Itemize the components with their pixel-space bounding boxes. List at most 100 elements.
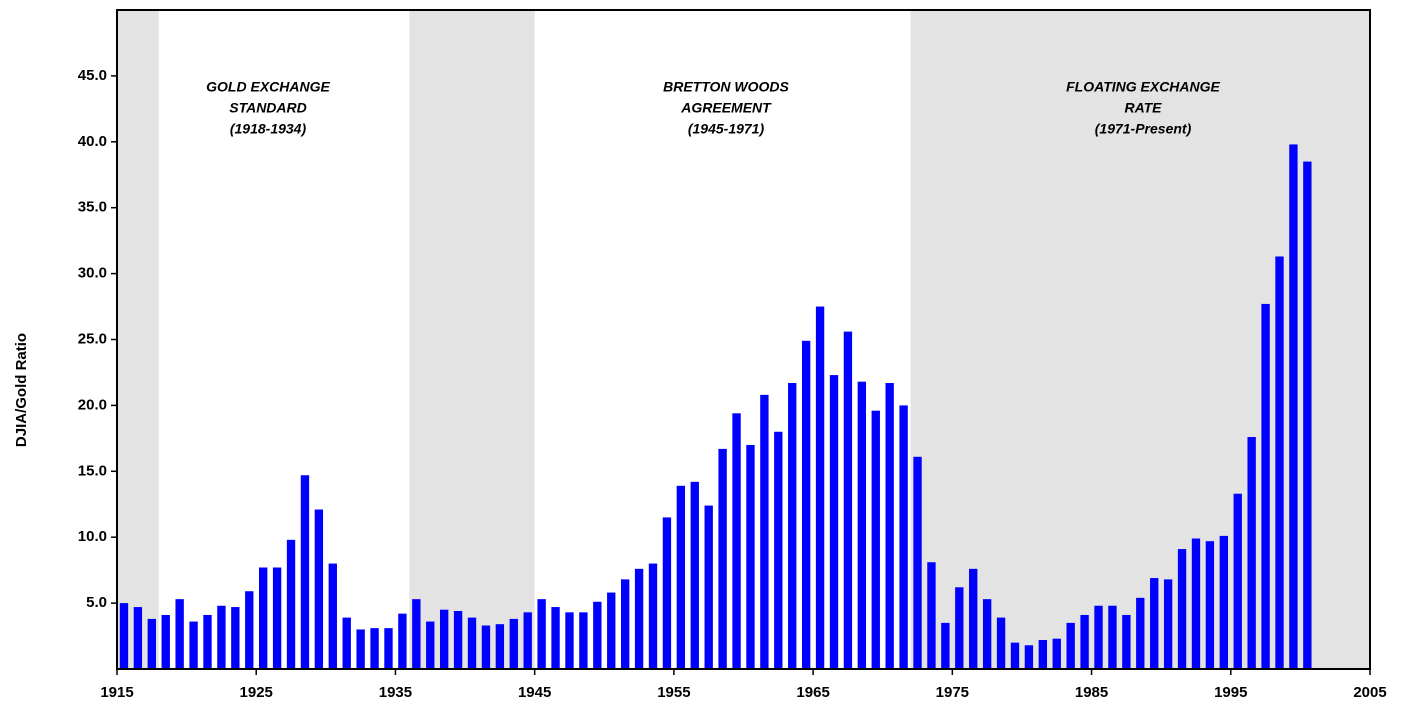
bar [955, 587, 964, 669]
bar [217, 605, 226, 669]
bar [969, 568, 978, 669]
bar [328, 563, 337, 669]
annotation: GOLD EXCHANGE [206, 79, 330, 95]
bar [774, 431, 783, 669]
bar [1066, 622, 1075, 669]
bar [551, 607, 560, 669]
bar [718, 448, 727, 669]
bar [203, 614, 212, 669]
bar [1010, 642, 1020, 669]
y-tick-label: 15.0 [78, 462, 107, 479]
bar [815, 306, 825, 669]
bar [885, 382, 894, 669]
bar [300, 475, 310, 669]
bar [843, 331, 853, 669]
bar [426, 621, 435, 669]
plot-border [116, 9, 1371, 670]
bar [1303, 161, 1312, 669]
annotation: AGREEMENT [680, 100, 772, 116]
bar [634, 568, 644, 669]
bar [481, 625, 491, 669]
bar [1233, 493, 1242, 669]
bar [1261, 303, 1270, 669]
bar [356, 629, 365, 669]
bar [1289, 144, 1298, 669]
x-tick-label: 1915 [100, 684, 133, 701]
annotation: (1945-1971) [688, 121, 765, 137]
bar [732, 413, 741, 669]
bar [1094, 605, 1103, 669]
annotation: (1918-1934) [230, 121, 307, 137]
annotation: STANDARD [229, 100, 307, 116]
bar [857, 381, 867, 669]
x-tick-label: 1945 [518, 684, 551, 701]
bar [607, 592, 616, 669]
bar [1247, 437, 1256, 669]
bar [370, 628, 379, 669]
bar [927, 562, 936, 669]
x-tick-label: 1975 [936, 684, 969, 701]
annotation: FLOATING EXCHANGE [1066, 79, 1220, 95]
annotation: BRETTON WOODS [663, 79, 789, 95]
shaded-region [117, 10, 159, 669]
bar [1038, 640, 1048, 669]
x-tick-label: 1925 [240, 684, 273, 701]
bar [1163, 579, 1173, 669]
bar [1080, 614, 1089, 669]
annotation: (1971-Present) [1095, 121, 1192, 137]
bar [690, 481, 699, 669]
bar [1108, 605, 1117, 669]
bar [342, 617, 351, 669]
bar [1052, 638, 1061, 669]
x-tick-label: 1985 [1075, 684, 1108, 701]
x-tick-label: 1935 [379, 684, 412, 701]
bar [537, 599, 546, 669]
bar [913, 456, 922, 669]
bar [593, 601, 602, 669]
bar [509, 618, 518, 669]
bar [245, 591, 254, 669]
y-tick-label: 35.0 [78, 199, 107, 216]
bar [648, 563, 658, 669]
bar [175, 599, 184, 669]
bar [788, 382, 797, 669]
bar [1191, 538, 1201, 669]
bar [412, 599, 421, 669]
bar [314, 509, 324, 669]
bar [704, 505, 713, 669]
shaded-region [409, 10, 535, 669]
bar [147, 618, 156, 669]
bar [1122, 614, 1131, 669]
y-tick-label: 25.0 [78, 330, 107, 347]
bar [1205, 541, 1215, 669]
bar [1136, 597, 1145, 669]
bar [676, 485, 686, 669]
bar [565, 612, 574, 669]
annotation: RATE [1124, 100, 1162, 116]
bar [829, 375, 839, 669]
y-tick-label: 20.0 [78, 396, 107, 413]
bar [1219, 535, 1228, 669]
bar [133, 607, 143, 669]
bar [941, 622, 950, 669]
bar [746, 444, 755, 669]
bar [467, 617, 477, 669]
bar [579, 612, 588, 669]
bar [495, 624, 505, 669]
bar [398, 613, 407, 669]
y-tick-label: 40.0 [78, 133, 107, 150]
y-tick-label: 45.0 [78, 67, 107, 84]
bar [286, 539, 296, 669]
bar [439, 609, 449, 669]
bar [662, 517, 672, 669]
bar [1177, 549, 1187, 669]
bar [899, 405, 908, 669]
bar [189, 621, 198, 669]
x-tick-label: 1995 [1214, 684, 1247, 701]
bar [1275, 256, 1284, 669]
bar [453, 611, 463, 669]
y-axis-label: DJIA/Gold Ratio [13, 333, 30, 447]
bar [119, 603, 129, 669]
bar [1150, 578, 1159, 669]
